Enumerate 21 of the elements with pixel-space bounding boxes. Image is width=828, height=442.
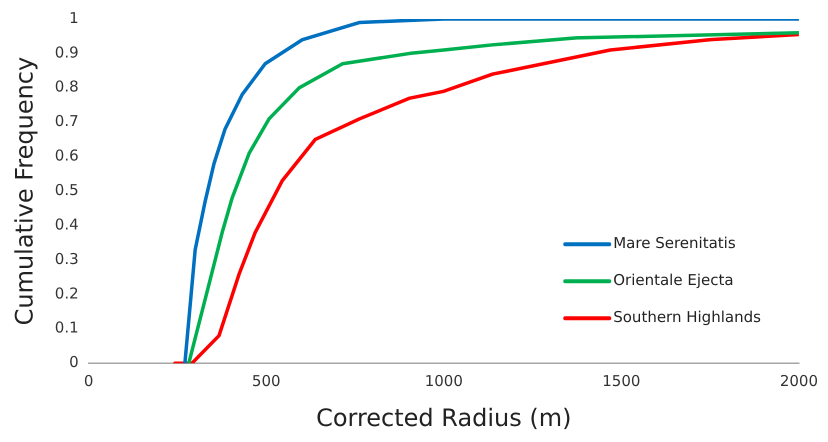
y-tick-label: 0.6 (54, 146, 79, 165)
y-tick-label: 0.3 (54, 250, 79, 268)
y-tick-label: 0.4 (54, 215, 79, 234)
y-tick-label: 0.9 (54, 43, 79, 62)
x-axis-title: Corrected Radius (m) (316, 404, 572, 432)
y-tick-label: 0 (69, 353, 79, 372)
y-tick-label: 0.7 (54, 112, 79, 130)
y-tick-label: 0.5 (54, 180, 79, 199)
x-tick-label: 1500 (602, 372, 640, 390)
legend-label: Orientale Ejecta (613, 271, 734, 290)
legend-label: Southern Highlands (613, 308, 762, 326)
x-tick-label: 1000 (424, 372, 463, 390)
y-tick-label: 1 (69, 8, 79, 27)
x-tick-label: 0 (84, 372, 94, 390)
y-tick-label: 0.2 (54, 284, 79, 302)
y-tick-label: 0.8 (54, 78, 79, 96)
y-axis-title: Cumulative Frequency (10, 56, 39, 326)
y-tick-label: 0.1 (54, 318, 79, 337)
x-tick-label: 500 (252, 372, 281, 390)
legend-label: Mare Serenitatis (613, 234, 736, 252)
x-tick-label: 2000 (780, 372, 818, 390)
